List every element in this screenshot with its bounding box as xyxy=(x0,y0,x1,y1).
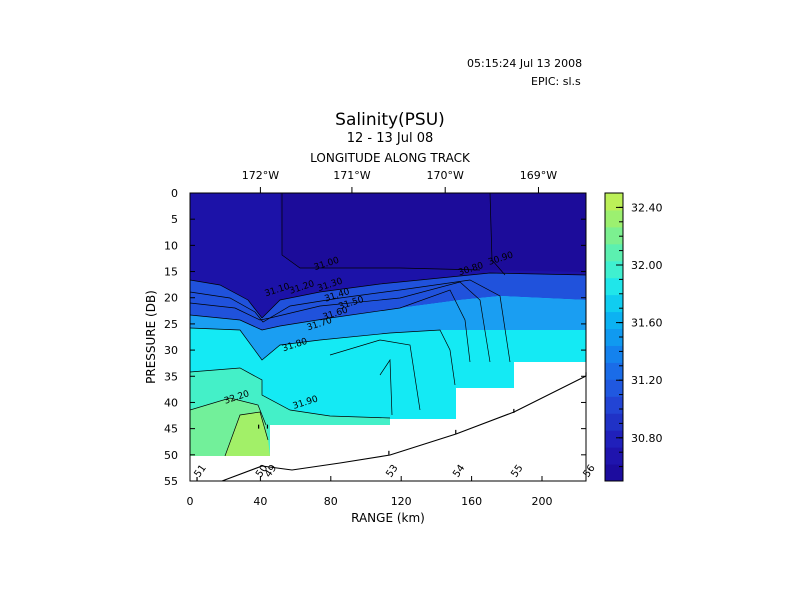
colorbar-band xyxy=(605,209,623,228)
colorbar-band xyxy=(605,396,623,414)
y-tick-label: 25 xyxy=(164,318,178,331)
station-label: 56 xyxy=(581,463,597,480)
top-tick-label: 169°W xyxy=(520,169,557,182)
colorbar-band xyxy=(605,345,623,363)
station-label: 49 xyxy=(263,463,279,480)
colorbar-band xyxy=(605,430,623,448)
top-axis-label: LONGITUDE ALONG TRACK xyxy=(310,151,470,165)
station-label: 51 xyxy=(192,463,208,480)
x-tick-label: 160 xyxy=(461,495,482,508)
x-axis: 0 40 80 120 160 200 xyxy=(187,476,553,508)
colorbar-label: 32.00 xyxy=(631,259,663,272)
y-tick-label: 45 xyxy=(164,423,178,436)
top-tick-label: 170°W xyxy=(427,169,464,182)
y-tick-label: 20 xyxy=(164,292,178,305)
colorbar-band xyxy=(605,243,623,262)
colorbar-band xyxy=(605,277,623,296)
chart-subtitle: 12 - 13 Jul 08 xyxy=(346,131,434,146)
y-tick-label: 15 xyxy=(164,266,178,279)
colorbar-label: 31.60 xyxy=(631,317,663,330)
x-tick-label: 0 xyxy=(187,495,194,508)
y-tick-label: 5 xyxy=(171,213,178,226)
colorbar-band xyxy=(605,413,623,431)
y-tick-label: 55 xyxy=(164,475,178,488)
colorbar-band xyxy=(605,362,623,380)
x-tick-label: 40 xyxy=(253,495,267,508)
y-tick-label: 40 xyxy=(164,396,178,409)
colorbar-band xyxy=(605,328,623,346)
x-tick-label: 200 xyxy=(532,495,553,508)
colorbar-band xyxy=(605,311,623,330)
colorbar-band xyxy=(605,464,623,482)
contour-lines xyxy=(190,193,586,456)
colorbar-band xyxy=(605,447,623,465)
chart-title: Salinity(PSU) xyxy=(335,110,445,130)
station-label: 55 xyxy=(509,463,525,480)
y-tick-label: 35 xyxy=(164,370,178,383)
colorbar: 32.40 32.00 31.60 31.20 30.80 xyxy=(604,192,663,482)
y-tick-label: 10 xyxy=(164,239,178,252)
station-label: 53 xyxy=(384,463,400,480)
plot-frame xyxy=(189,192,587,482)
plot-timestamp: 05:15:24 Jul 13 2008 xyxy=(467,57,583,70)
station-label: 54 xyxy=(451,463,467,480)
x-axis-label: RANGE (km) xyxy=(351,511,425,525)
y-tick-label: 0 xyxy=(171,187,178,200)
colorbar-band xyxy=(605,193,623,211)
top-tick-label: 171°W xyxy=(333,169,370,182)
y-axis: 0 5 10 15 20 25 30 35 40 45 50 55 xyxy=(164,187,586,488)
colorbar-band xyxy=(605,226,623,245)
y-tick-label: 50 xyxy=(164,449,178,462)
top-tick-label: 172°W xyxy=(242,169,279,182)
colorbar-label: 31.20 xyxy=(631,374,663,387)
x-tick-label: 80 xyxy=(324,495,338,508)
colorbar-band xyxy=(605,379,623,397)
x-tick-label: 120 xyxy=(391,495,412,508)
colorbar-label: 32.40 xyxy=(631,201,663,214)
y-axis-label: PRESSURE (DB) xyxy=(144,290,158,384)
top-axis: 172°W 171°W 170°W 169°W xyxy=(242,169,557,193)
colorbar-band xyxy=(605,294,623,313)
y-tick-label: 30 xyxy=(164,344,178,357)
colorbar-label: 30.80 xyxy=(631,432,663,445)
colorbar-band xyxy=(605,260,623,279)
epic-label: EPIC: sl.s xyxy=(531,75,581,88)
